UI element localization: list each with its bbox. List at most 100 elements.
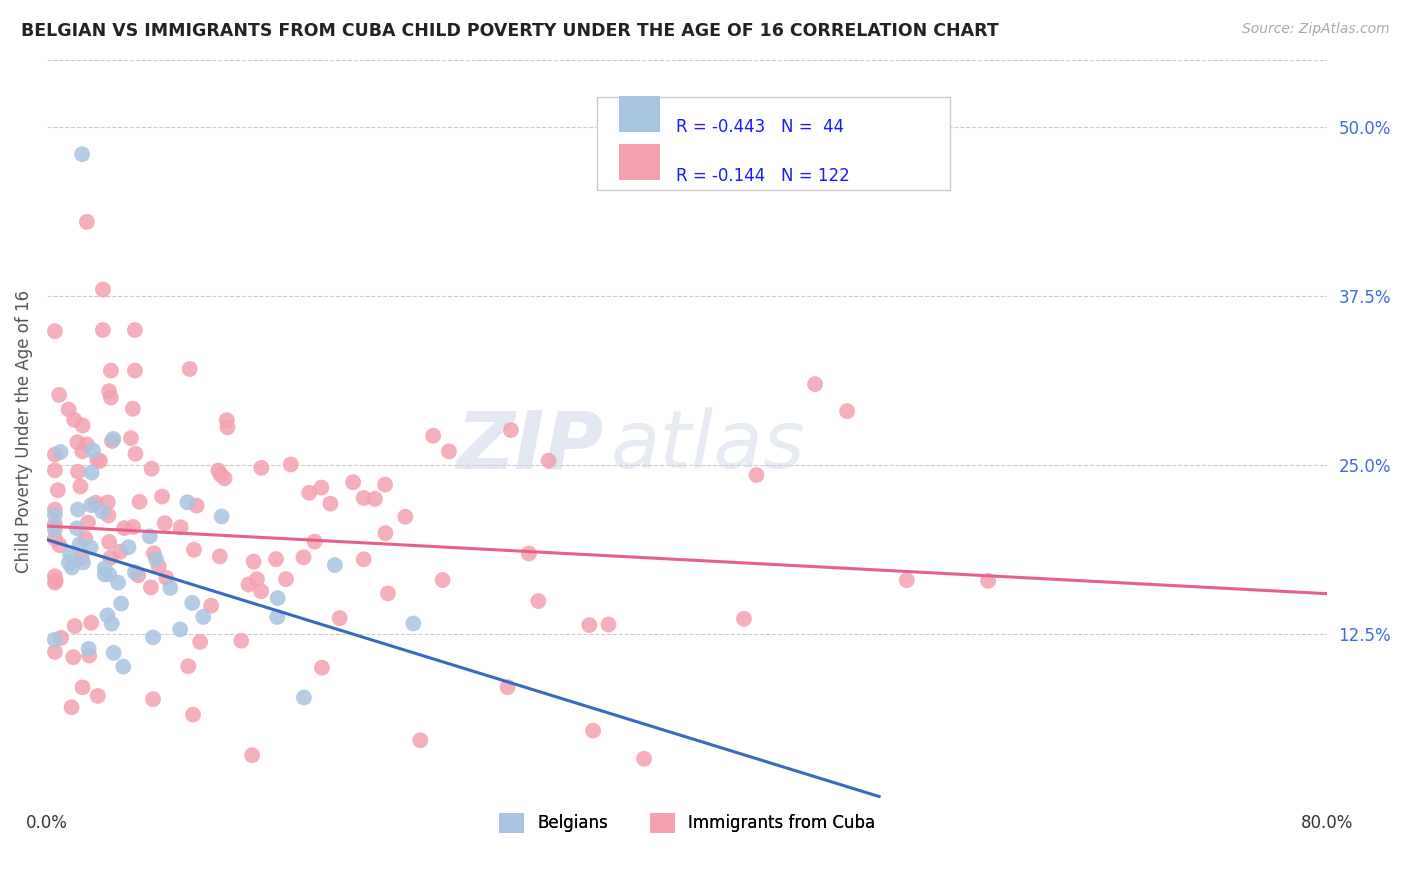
Point [139, 580, 162, 594]
Point [70, 147, 93, 161]
Point [76, 437, 98, 451]
Point [100, 391, 122, 405]
Point [176, 495, 198, 509]
Point [377, 586, 399, 600]
Point [44, 324, 66, 338]
Point [86, 452, 108, 467]
Point [60, 700, 83, 714]
Point [48, 538, 70, 552]
Point [44, 502, 66, 516]
Point [274, 572, 297, 586]
Point [75, 532, 97, 546]
Point [110, 597, 132, 611]
Point [48, 388, 70, 402]
Point [44, 517, 66, 532]
Point [142, 546, 165, 560]
Point [44, 632, 66, 647]
Point [112, 521, 135, 535]
Point [745, 468, 768, 483]
Point [264, 552, 287, 566]
Point [208, 549, 231, 564]
FancyBboxPatch shape [598, 97, 949, 190]
Point [193, 610, 215, 624]
Point [77, 648, 100, 663]
Point [804, 377, 827, 392]
Point [267, 591, 290, 606]
Point [98, 535, 121, 549]
Point [342, 475, 364, 490]
Point [496, 680, 519, 694]
Point [117, 540, 139, 554]
Point [44, 522, 66, 536]
Point [142, 631, 165, 645]
Point [89, 454, 111, 468]
Text: Source: ZipAtlas.com: Source: ZipAtlas.com [1241, 22, 1389, 37]
Point [121, 401, 143, 416]
Point [311, 481, 333, 495]
Text: atlas: atlas [610, 408, 806, 485]
Point [150, 490, 173, 504]
Point [93, 567, 115, 582]
Point [63, 413, 86, 427]
Point [44, 532, 66, 546]
Point [62, 650, 84, 665]
Point [66, 521, 89, 535]
Point [323, 558, 346, 573]
Point [409, 733, 432, 747]
Point [112, 659, 135, 673]
Point [91, 283, 114, 297]
Point [96, 608, 118, 623]
Point [79, 541, 101, 555]
Point [66, 435, 89, 450]
Point [72, 556, 94, 570]
FancyBboxPatch shape [619, 96, 661, 132]
Point [170, 520, 193, 534]
Point [49, 631, 72, 645]
Point [49, 445, 72, 459]
Point [77, 516, 100, 530]
Point [292, 550, 315, 565]
Point [127, 568, 149, 582]
Point [432, 573, 454, 587]
Point [181, 596, 204, 610]
Point [124, 566, 146, 580]
Point [72, 418, 94, 433]
Point [98, 384, 121, 399]
Point [124, 363, 146, 377]
Point [155, 571, 177, 585]
Point [211, 509, 233, 524]
Point [97, 495, 120, 509]
Point [70, 550, 93, 565]
Point [238, 577, 260, 591]
Point [304, 534, 326, 549]
Point [84, 496, 107, 510]
Point [733, 612, 755, 626]
Point [120, 431, 142, 445]
Point [179, 362, 201, 376]
Point [142, 692, 165, 706]
Point [141, 461, 163, 475]
Point [319, 497, 342, 511]
Point [58, 556, 80, 570]
Point [87, 689, 110, 703]
Point [103, 646, 125, 660]
Point [148, 559, 170, 574]
Point [217, 420, 239, 434]
Point [633, 752, 655, 766]
Point [183, 542, 205, 557]
Point [45, 574, 67, 588]
Point [80, 466, 103, 480]
Point [977, 574, 1000, 588]
Point [100, 616, 122, 631]
Point [44, 448, 66, 462]
Point [298, 485, 321, 500]
Point [72, 681, 94, 695]
Point [139, 529, 162, 543]
Legend: Belgians, Immigrants from Cuba: Belgians, Immigrants from Cuba [492, 805, 882, 839]
Point [578, 618, 600, 632]
Point [44, 463, 66, 477]
Point [353, 552, 375, 566]
Point [60, 560, 83, 574]
Point [499, 423, 522, 437]
Point [63, 619, 86, 633]
